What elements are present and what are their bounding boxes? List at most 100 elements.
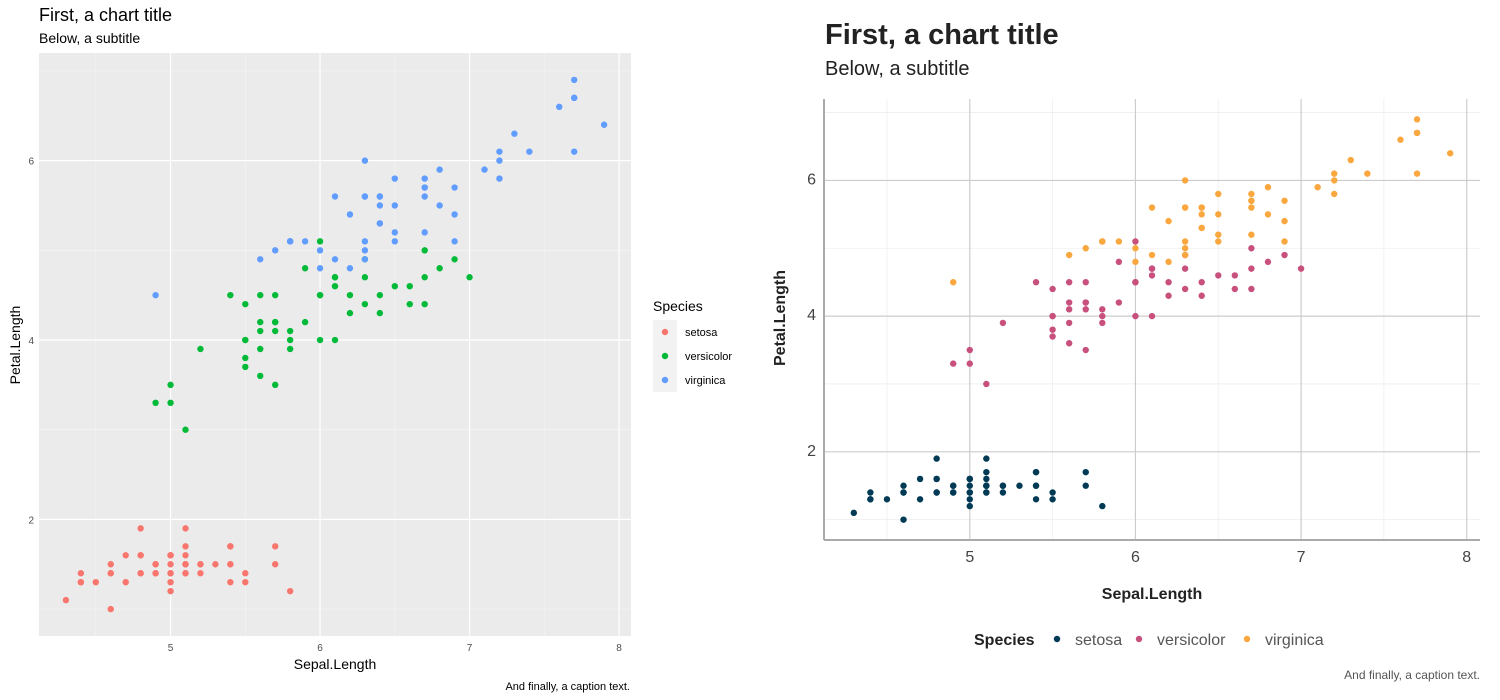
point-setosa [242,570,249,577]
legend-key-virginica [1243,635,1251,643]
point-versicolor [966,346,973,354]
legend-entries: setosa versicolor virginica [1053,632,1324,649]
point-versicolor [1165,278,1172,286]
point-versicolor [1115,258,1123,266]
point-virginica [1132,258,1139,266]
point-setosa [900,489,907,496]
point-setosa [182,525,189,532]
point-versicolor [286,336,294,344]
point-virginica [1115,238,1123,245]
chart-title: First, a chart title [825,19,1059,51]
point-virginica [1281,217,1288,225]
point-versicolor [1082,346,1089,354]
point-versicolor [1132,238,1139,245]
point-virginica [286,238,294,245]
point-versicolor [167,381,174,389]
point-versicolor [1181,285,1189,293]
point-versicolor [451,256,458,263]
point-virginica [436,166,443,173]
point-virginica [451,211,458,218]
point-versicolor [421,300,428,308]
point-versicolor [346,309,354,317]
legend-key-setosa [661,328,669,336]
legend-entries: setosa versicolor virginica [653,320,732,392]
point-setosa [227,578,234,586]
point-setosa [999,482,1007,489]
point-versicolor [1049,333,1056,340]
point-versicolor [286,345,294,353]
point-versicolor [272,381,279,389]
y-axis-label: Petal.Length [7,306,23,385]
point-virginica [346,211,354,218]
point-virginica [346,265,354,272]
point-setosa [137,525,144,532]
point-setosa [867,496,874,503]
y-tick-labels: 2 4 6 [28,157,34,527]
point-setosa [966,502,973,510]
point-setosa [1032,468,1040,476]
legend-key-setosa [1053,635,1061,643]
point-virginica [1264,211,1272,218]
point-virginica [950,278,957,286]
point-versicolor [1148,312,1156,320]
point-virginica [1181,177,1189,184]
point-versicolor [316,291,324,299]
point-versicolor [1248,245,1255,252]
point-virginica [600,121,608,128]
point-virginica [1347,156,1354,164]
point-versicolor [1032,278,1040,286]
y-axis-label: Petal.Length [772,270,789,366]
point-virginica [1248,190,1255,198]
point-virginica [1331,177,1338,184]
point-versicolor [361,300,369,308]
point-versicolor [301,265,309,272]
point-setosa [182,543,189,550]
point-setosa [1099,502,1106,510]
point-setosa [933,489,940,496]
point-virginica [391,238,398,245]
point-virginica [1397,136,1404,143]
point-versicolor [257,327,264,335]
point-virginica [361,238,369,245]
plot-panel [39,53,631,636]
point-setosa [966,475,973,483]
point-versicolor [1099,319,1106,327]
point-versicolor [272,318,279,326]
point-versicolor [376,309,384,317]
point-setosa [966,496,973,503]
y-tick-label: 2 [28,515,34,526]
point-virginica [1413,170,1421,177]
legend-label-versicolor: versicolor [685,351,732,363]
legend-label-setosa: setosa [1075,632,1122,649]
point-versicolor [1049,326,1056,333]
point-setosa [92,578,100,586]
point-setosa [900,516,907,523]
point-setosa [916,496,924,503]
point-virginica [526,148,533,155]
point-setosa [286,587,294,595]
y-tick-label: 4 [807,307,816,324]
point-virginica [1215,190,1222,198]
point-versicolor [1231,285,1239,293]
point-virginica [1264,184,1272,191]
point-virginica [1148,204,1156,211]
legend-label-versicolor: versicolor [1157,632,1226,649]
point-setosa [1082,468,1089,476]
point-virginica [361,193,369,200]
point-virginica [391,175,398,182]
point-setosa [107,561,114,568]
point-versicolor [227,291,234,299]
point-virginica [1248,197,1255,204]
y-tick-label: 2 [807,443,816,460]
point-setosa [1016,482,1023,489]
point-versicolor [316,238,324,245]
point-setosa [867,489,874,496]
x-tick-label: 7 [467,643,473,654]
point-virginica [1198,204,1205,211]
x-tick-label: 8 [1462,549,1471,566]
point-virginica [1413,116,1421,123]
point-versicolor [272,327,279,335]
x-tick-label: 6 [1131,549,1140,566]
point-virginica [331,193,339,200]
point-setosa [916,475,924,483]
